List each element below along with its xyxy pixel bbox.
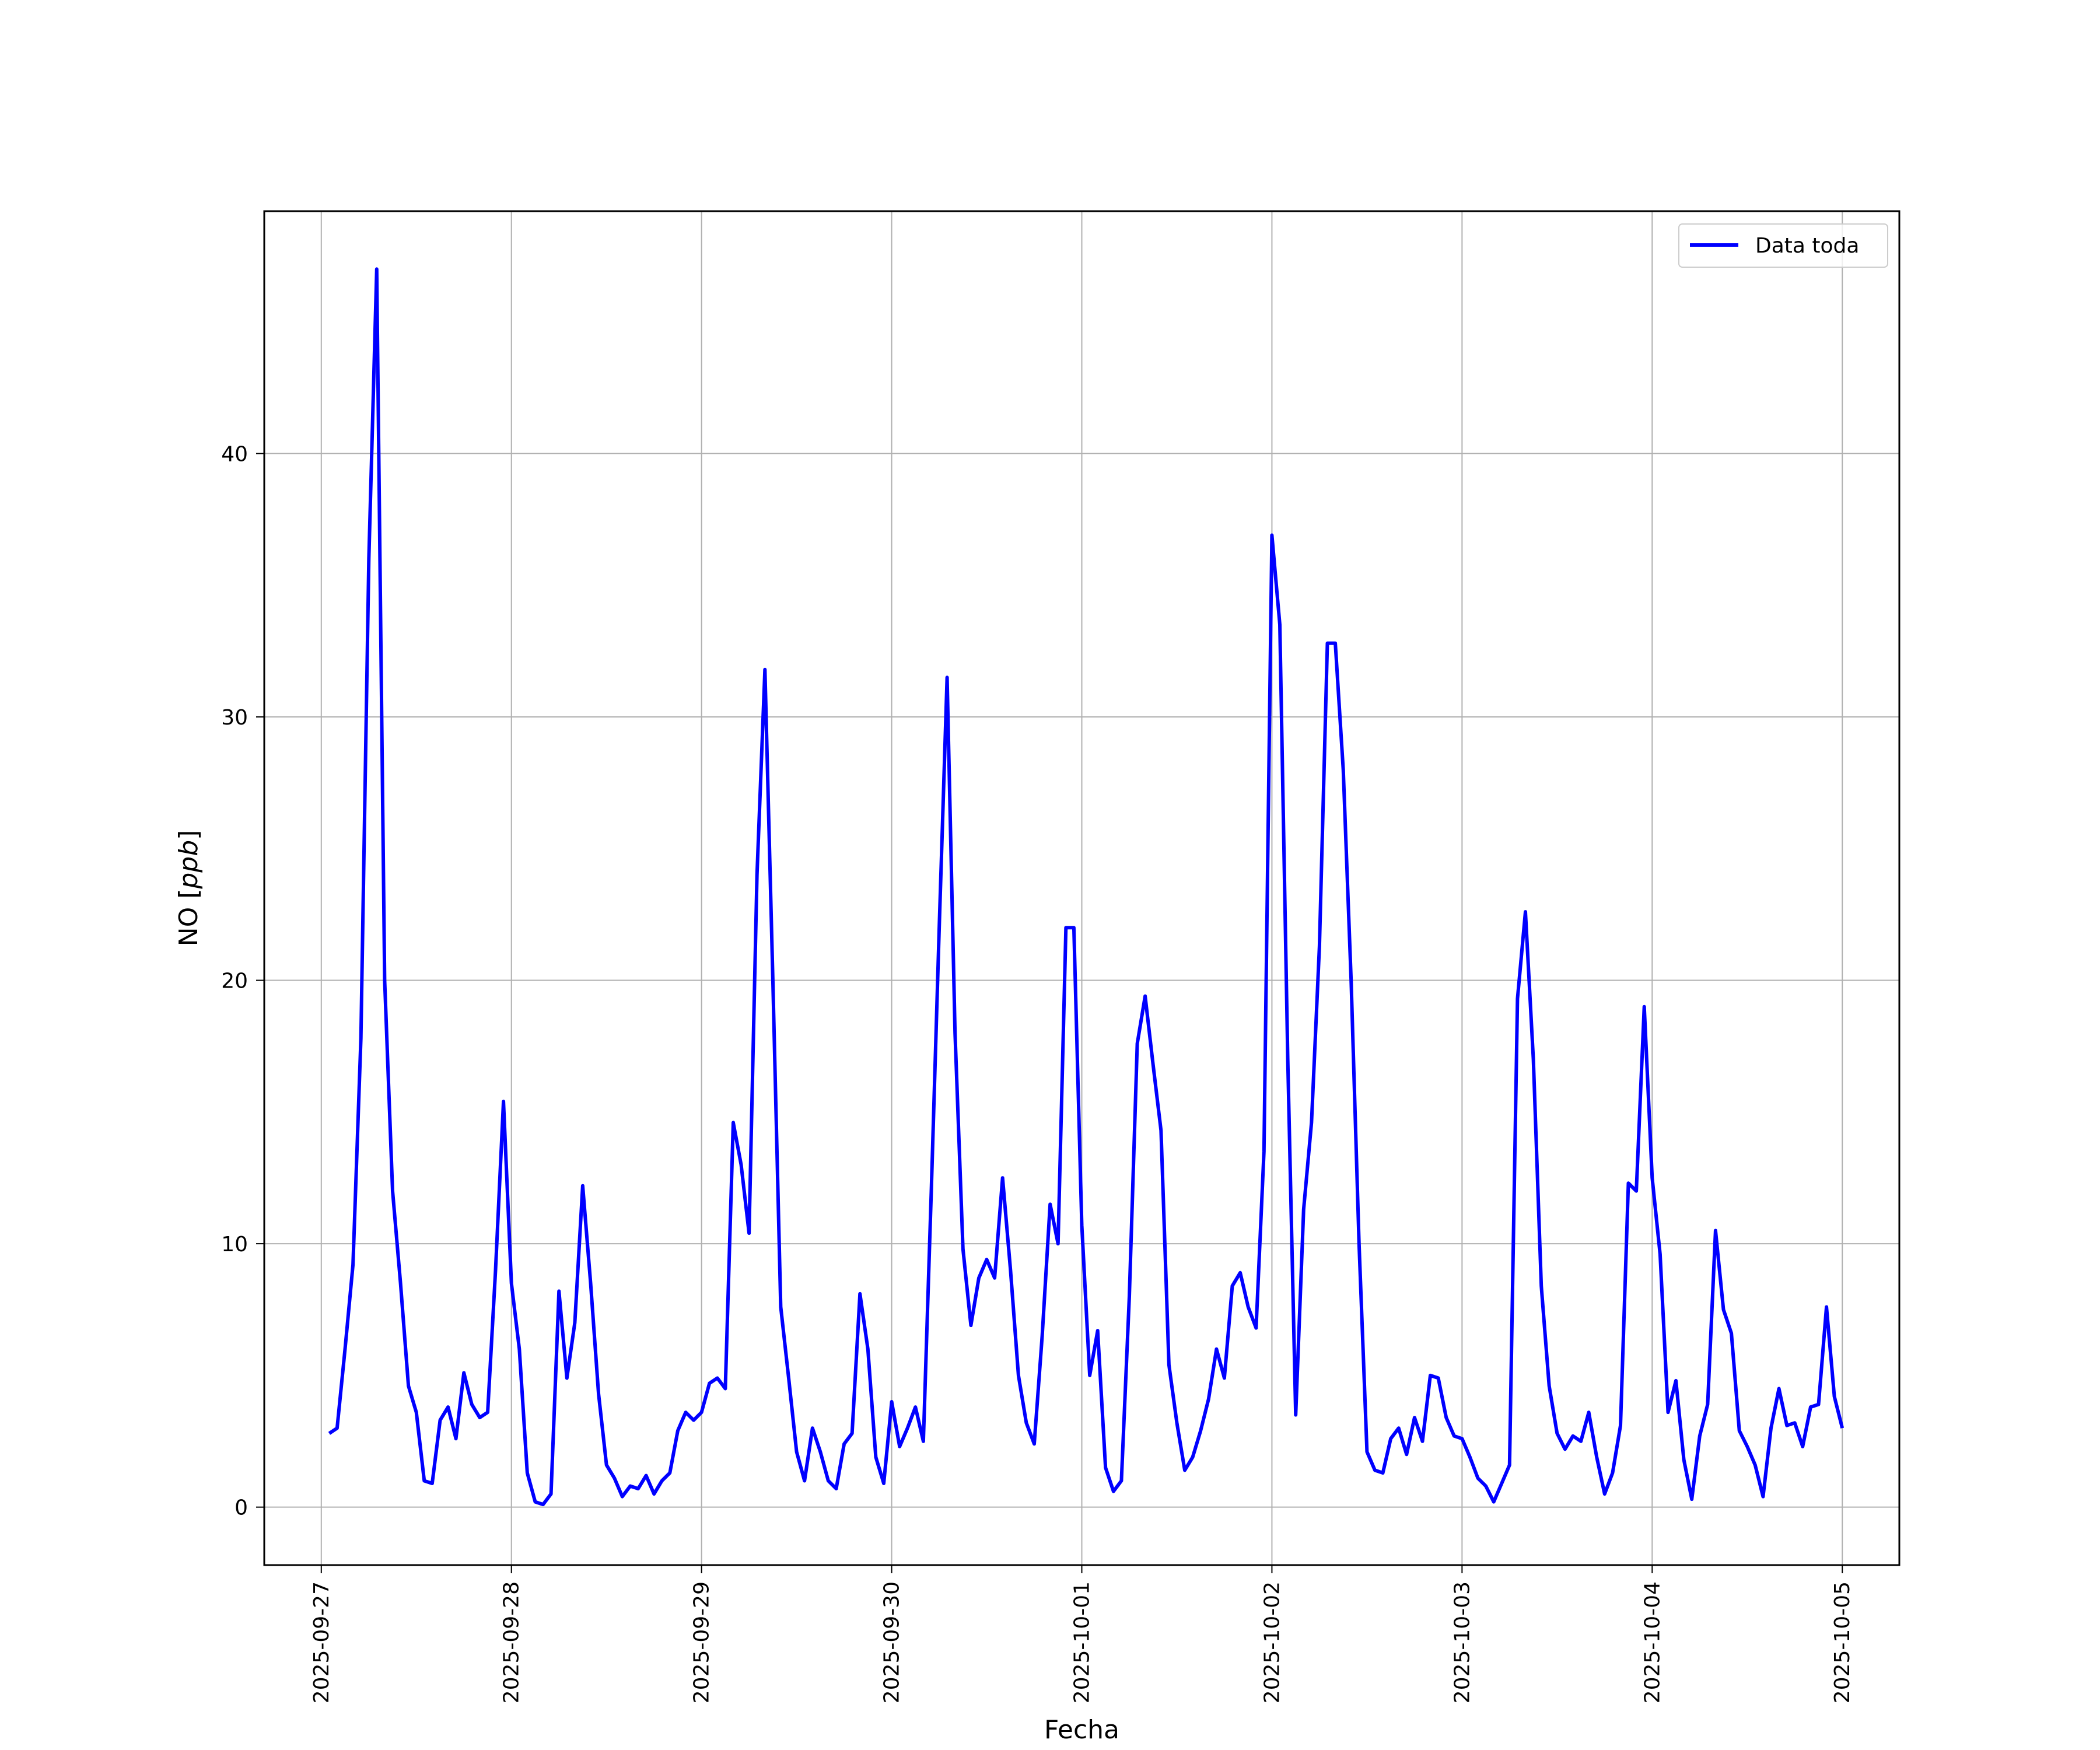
y-tick-label: 30	[221, 706, 248, 730]
series-layer	[328, 267, 1845, 1507]
legend-box	[1678, 223, 1888, 268]
series-line-data-toda	[328, 267, 1845, 1507]
y-tick-label: 20	[221, 970, 248, 993]
y-tick-label: 10	[221, 1233, 248, 1256]
x-tick-label: 2025-10-02	[1260, 1581, 1284, 1703]
y-axis: 0 10 20 30 40	[221, 442, 264, 1520]
y-axis-label: NO [ppb]	[174, 830, 204, 947]
x-tick-label: 2025-10-01	[1070, 1581, 1094, 1703]
legend-label-data-toda: Data toda	[1755, 234, 1859, 258]
y-tick-label: 40	[221, 442, 248, 466]
x-tick-label: 2025-10-03	[1450, 1581, 1474, 1703]
y-axis-label-prefix: NO [	[174, 889, 204, 947]
y-axis-label-unit: ppb	[174, 840, 204, 890]
x-tick-label: 2025-09-28	[500, 1581, 524, 1703]
y-tick-label: 0	[235, 1496, 248, 1520]
x-tick-label: 2025-10-04	[1640, 1581, 1664, 1703]
legend: Data toda	[1678, 223, 1888, 268]
x-axis: 2025-09-27 2025-09-28 2025-09-29 2025-09-30…	[310, 1565, 1854, 1703]
x-axis-label: Fecha	[1044, 1715, 1119, 1745]
x-tick-label: 2025-10-05	[1831, 1581, 1854, 1703]
y-axis-label-suffix: ]	[174, 830, 204, 840]
x-tick-label: 2025-09-27	[310, 1581, 334, 1703]
x-tick-label: 2025-09-29	[690, 1581, 714, 1703]
x-tick-label: 2025-09-30	[880, 1581, 904, 1703]
